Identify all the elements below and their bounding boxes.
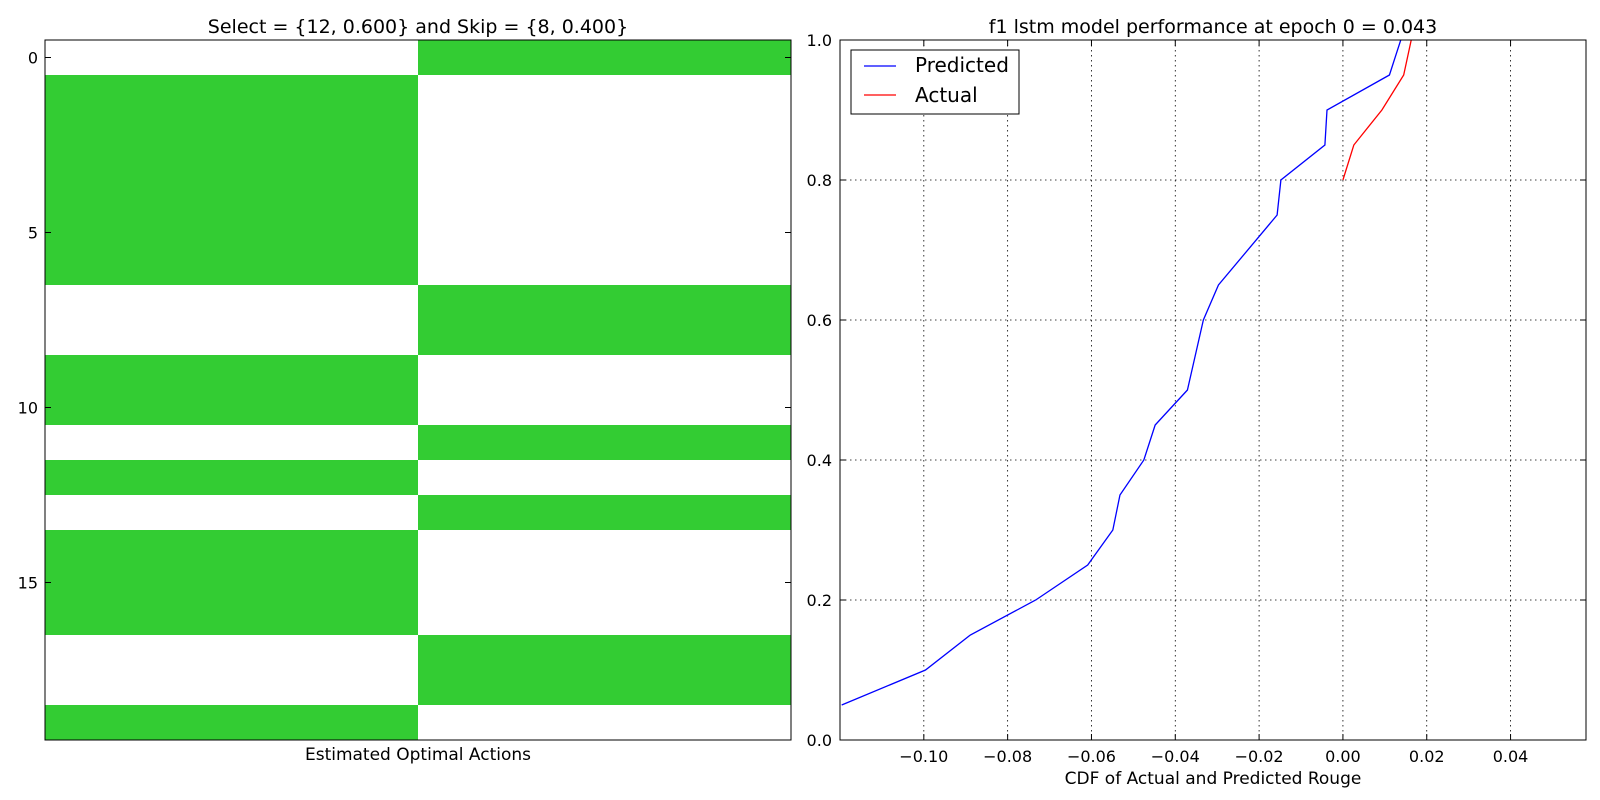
series-line-predicted: [841, 40, 1402, 706]
heatmap-cell: [45, 285, 419, 321]
line-chart-series: [841, 40, 1412, 706]
heatmap-cell: [45, 705, 419, 741]
heatmap-cell: [418, 250, 792, 286]
x-tick-label: −0.02: [1235, 747, 1284, 766]
heatmap-cell: [418, 320, 792, 356]
heatmap-cell: [418, 145, 792, 181]
line-chart-x-axis-label: CDF of Actual and Predicted Rouge: [1065, 769, 1362, 789]
y-tick-label: 0: [28, 49, 38, 68]
y-tick-label: 0.4: [807, 451, 832, 470]
line-chart-x-axis: −0.10 −0.08 −0.06 −0.04 −0.02 0.00 0.02 0.04: [899, 40, 1528, 766]
x-tick-label: 0.02: [1409, 747, 1445, 766]
y-tick-label: 1.0: [807, 31, 832, 50]
x-tick-label: −0.06: [1067, 747, 1116, 766]
heatmap-cell: [418, 635, 792, 671]
heatmap-cell: [418, 495, 792, 531]
heatmap-chart: Select = {12, 0.600} and Skip = {8, 0.40…: [18, 16, 792, 765]
heatmap-cell: [418, 390, 792, 426]
y-tick-label: 0.8: [807, 171, 832, 190]
heatmap-cell: [45, 530, 419, 566]
heatmap-cell: [418, 110, 792, 146]
heatmap-cell: [45, 355, 419, 391]
heatmap-cell: [418, 425, 792, 461]
heatmap-cell: [45, 670, 419, 706]
series-line-actual: [1342, 40, 1412, 181]
heatmap-cell: [45, 425, 419, 461]
heatmap-cell: [418, 530, 792, 566]
heatmap-title: Select = {12, 0.600} and Skip = {8, 0.40…: [208, 16, 628, 38]
heatmap-cells: [45, 40, 792, 741]
heatmap-cell: [418, 285, 792, 321]
heatmap-cell: [45, 320, 419, 356]
heatmap-cell: [45, 460, 419, 496]
legend-box: [850, 49, 1020, 115]
legend: Predicted Actual: [850, 49, 1020, 115]
heatmap-cell: [45, 390, 419, 426]
heatmap-cell: [418, 705, 792, 741]
heatmap-cell: [45, 565, 419, 601]
heatmap-cell: [418, 565, 792, 601]
line-chart-frame: [839, 39, 1587, 741]
x-tick-label: −0.10: [899, 747, 948, 766]
legend-label-predicted: Predicted: [915, 53, 1009, 77]
heatmap-x-axis-label: Estimated Optimal Actions: [305, 745, 531, 765]
heatmap-cell: [45, 110, 419, 146]
heatmap-cell: [418, 180, 792, 216]
x-tick-label: −0.08: [983, 747, 1032, 766]
line-chart-grid: [840, 39, 1586, 741]
heatmap-cell: [45, 600, 419, 636]
x-tick-label: −0.04: [1151, 747, 1200, 766]
heatmap-cell: [418, 40, 792, 76]
y-tick-label: 0.0: [807, 731, 832, 750]
heatmap-cell: [45, 145, 419, 181]
y-tick-label: 0.2: [807, 591, 832, 610]
heatmap-frame: [44, 39, 792, 741]
line-chart-title: f1 lstm model performance at epoch 0 = 0…: [989, 16, 1437, 38]
heatmap-cell: [45, 495, 419, 531]
heatmap-cell: [418, 75, 792, 111]
heatmap-cell: [418, 670, 792, 706]
line-chart-y-axis: 0.0 0.2 0.4 0.6 0.8 1.0: [807, 31, 1586, 750]
heatmap-y-axis: 0 5 10 15: [18, 49, 791, 593]
x-tick-label: 0.04: [1493, 747, 1529, 766]
y-tick-label: 15: [18, 574, 38, 593]
heatmap-cell: [418, 215, 792, 251]
cdf-line-chart: f1 lstm model performance at epoch 0 = 0…: [807, 16, 1587, 789]
heatmap-cell: [45, 40, 419, 76]
heatmap-cell: [45, 250, 419, 286]
heatmap-cell: [45, 215, 419, 251]
heatmap-cell: [418, 355, 792, 391]
heatmap-cell: [45, 75, 419, 111]
y-tick-label: 10: [18, 399, 38, 418]
heatmap-cell: [418, 460, 792, 496]
heatmap-cell: [418, 600, 792, 636]
legend-label-actual: Actual: [915, 83, 978, 107]
x-tick-label: 0.00: [1325, 747, 1361, 766]
heatmap-cell: [45, 635, 419, 671]
y-tick-label: 5: [28, 224, 38, 243]
heatmap-cell: [45, 180, 419, 216]
y-tick-label: 0.6: [807, 311, 832, 330]
